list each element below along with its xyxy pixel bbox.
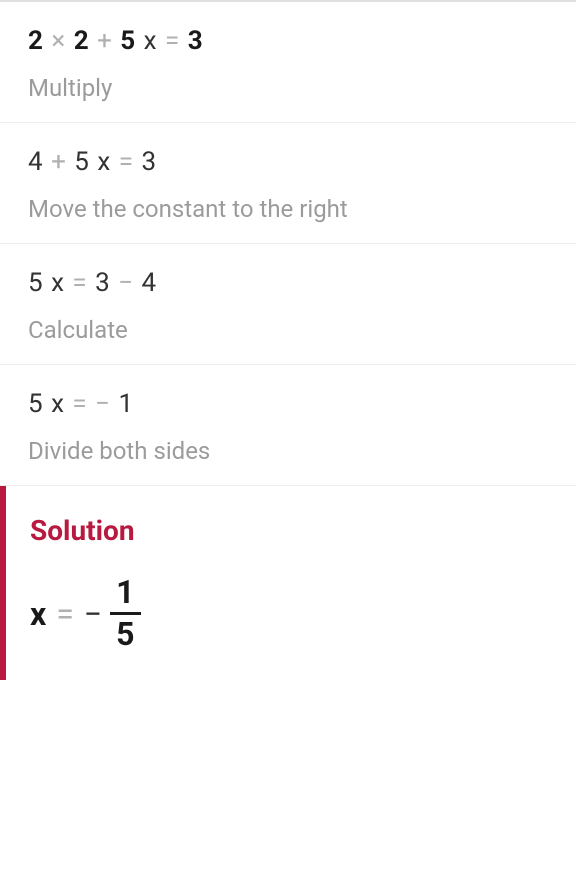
denominator: 5: [110, 615, 140, 652]
equation-part: 5: [74, 147, 90, 177]
equation-part: =: [65, 389, 95, 419]
equation: 2 × 2 + 5 x = 3: [28, 26, 548, 56]
equation: 5 x = − 1: [28, 389, 548, 419]
solution-equation: x = − 1 5: [30, 575, 552, 652]
fraction: 1 5: [110, 575, 140, 652]
equation-part: 3: [141, 147, 157, 177]
minus-sign: −: [84, 595, 102, 633]
equation-part: 4: [28, 147, 44, 177]
equation-part: −: [95, 389, 118, 419]
equals-sign: =: [56, 595, 74, 633]
step: 5 x = − 1 Divide both sides: [0, 365, 576, 486]
equation-part: x: [136, 26, 157, 56]
step: 5 x = 3 − 4 Calculate: [0, 244, 576, 365]
equation-part: 4: [142, 268, 158, 298]
equation-part: 1: [118, 389, 134, 419]
equation-part: 3: [95, 268, 111, 298]
numerator: 1: [110, 575, 140, 612]
equation-part: x: [44, 268, 65, 298]
equation-part: =: [65, 268, 95, 298]
step-instruction: Divide both sides: [28, 437, 548, 465]
equation-part: 5: [120, 26, 136, 56]
equation-part: =: [111, 147, 141, 177]
steps-container: 2 × 2 + 5 x = 3 Multiply 4 + 5 x = 3 Move t…: [0, 2, 576, 486]
equation-part: x: [44, 389, 65, 419]
equation-part: 2: [74, 26, 90, 56]
step: 2 × 2 + 5 x = 3 Multiply: [0, 2, 576, 123]
equation-part: 3: [188, 26, 204, 56]
step-instruction: Multiply: [28, 74, 548, 102]
equation-part: x: [90, 147, 111, 177]
solution-title: Solution: [30, 514, 552, 547]
equation-part: ×: [44, 26, 74, 56]
equation-part: +: [90, 26, 121, 56]
equation-part: −: [111, 268, 142, 298]
equation-part: 2: [28, 26, 44, 56]
step-instruction: Move the constant to the right: [28, 195, 548, 223]
step-instruction: Calculate: [28, 316, 548, 344]
equation-part: 5: [28, 268, 44, 298]
equation-part: +: [44, 147, 75, 177]
step: 4 + 5 x = 3 Move the constant to the righ…: [0, 123, 576, 244]
solution-variable: x: [30, 595, 46, 633]
equation-part: 5: [28, 389, 44, 419]
equation: 4 + 5 x = 3: [28, 147, 548, 177]
equation-part: =: [158, 26, 188, 56]
solution-block: Solution x = − 1 5: [0, 486, 576, 680]
equation: 5 x = 3 − 4: [28, 268, 548, 298]
